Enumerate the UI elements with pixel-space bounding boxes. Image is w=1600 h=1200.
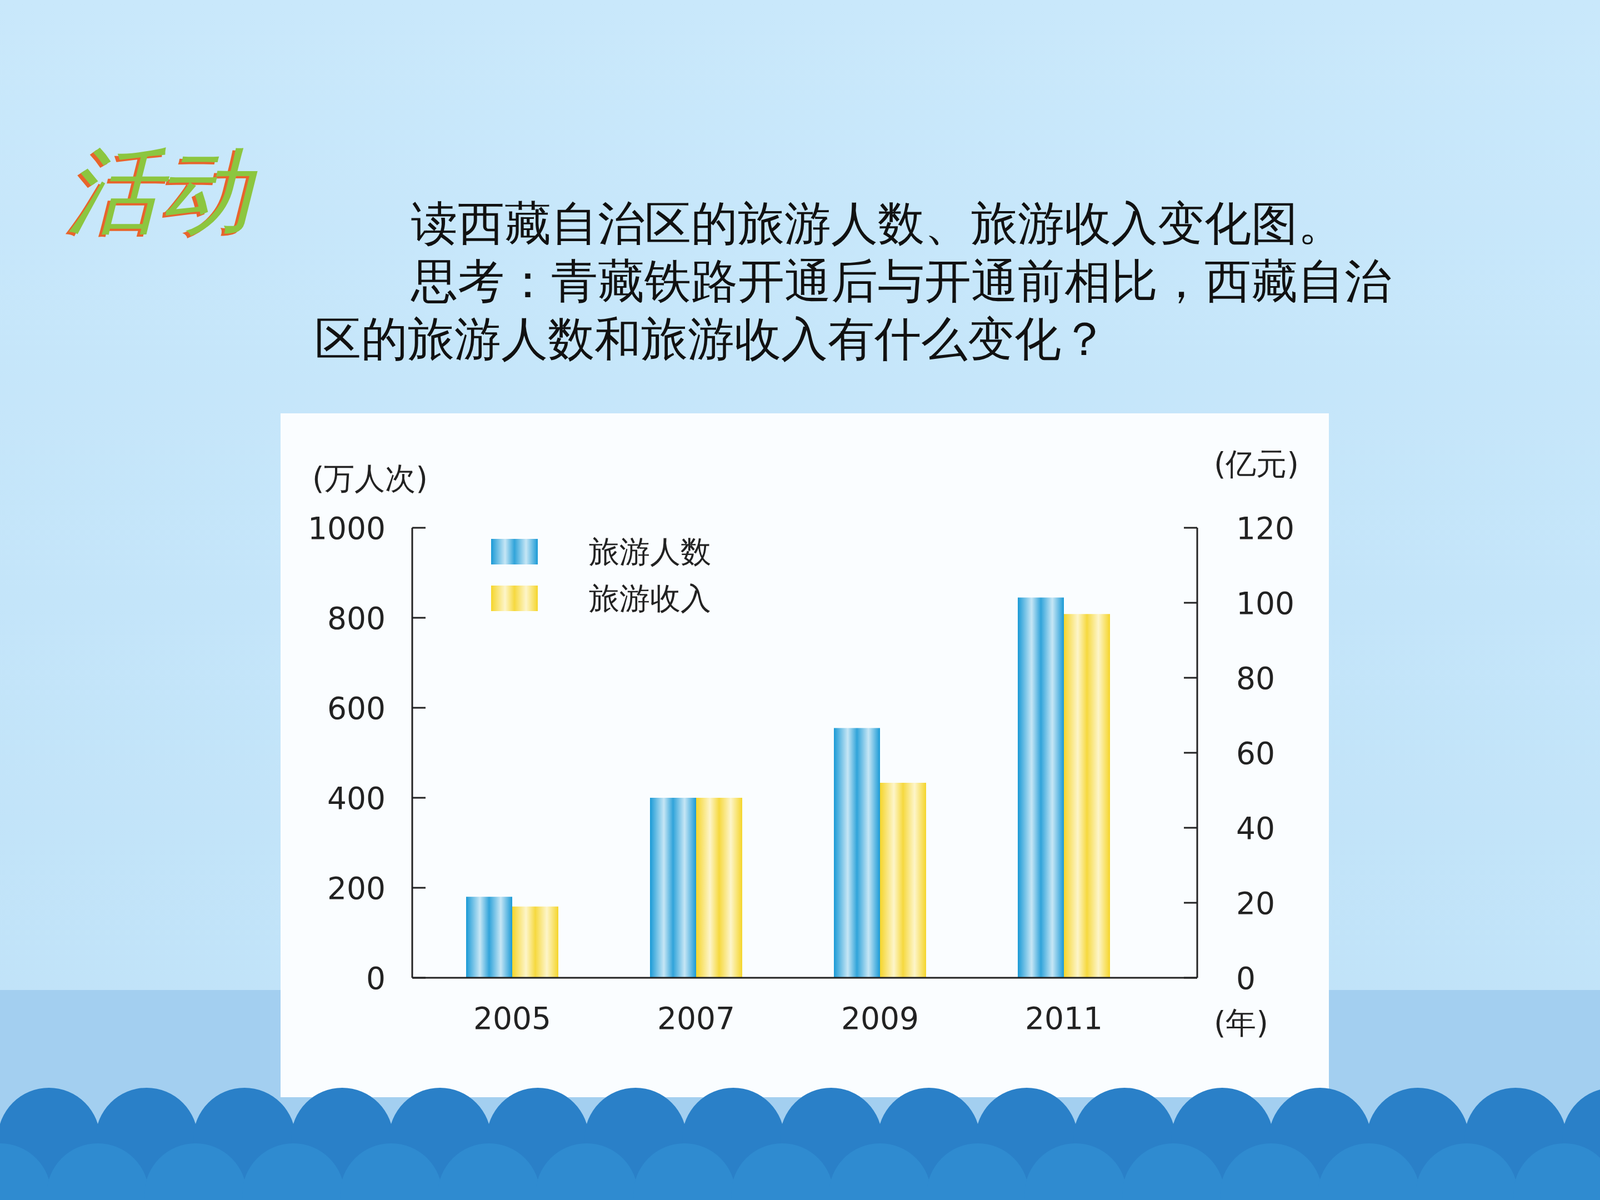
scallop bbox=[437, 1143, 540, 1200]
scallop bbox=[1562, 1087, 1600, 1190]
scallop bbox=[1268, 1087, 1372, 1190]
y-tick-label: 1000 bbox=[307, 510, 386, 547]
y2-tick bbox=[1183, 752, 1198, 754]
badge: 活动 bbox=[66, 138, 249, 243]
scallop bbox=[731, 1143, 834, 1200]
scallop bbox=[1513, 1143, 1600, 1200]
y2-tick-label: 60 bbox=[1236, 735, 1275, 772]
y2-axis-title: (亿元) bbox=[1213, 446, 1299, 482]
legend-label: 旅游收入 bbox=[588, 580, 712, 617]
instruction-line: 读西藏自治区的旅游人数、旅游收入变化图。 bbox=[314, 194, 1404, 253]
y2-tick-label: 120 bbox=[1236, 510, 1295, 547]
legend-swatch bbox=[491, 585, 538, 612]
y-tick-label: 800 bbox=[327, 600, 386, 637]
bar bbox=[880, 782, 927, 978]
scallop bbox=[242, 1143, 345, 1200]
bar bbox=[650, 797, 697, 978]
scallop bbox=[926, 1143, 1029, 1200]
scallop bbox=[1464, 1087, 1567, 1190]
y-tick bbox=[412, 977, 426, 979]
scallop bbox=[486, 1087, 589, 1190]
y2-tick bbox=[1183, 602, 1198, 604]
x-tick-label: 2007 bbox=[657, 1000, 735, 1037]
scallop bbox=[1073, 1087, 1176, 1190]
y2-tick-label: 100 bbox=[1236, 585, 1295, 622]
y2-tick bbox=[1183, 827, 1198, 829]
y-axis bbox=[411, 527, 414, 978]
y2-tick bbox=[1183, 902, 1198, 904]
scallop bbox=[975, 1087, 1078, 1190]
scallop bbox=[1024, 1143, 1127, 1200]
decoration bbox=[0, 0, 1600, 1200]
y-tick bbox=[412, 707, 426, 709]
y2-tick-label: 0 bbox=[1236, 960, 1256, 997]
bar bbox=[1017, 597, 1064, 978]
scallop bbox=[1171, 1087, 1274, 1190]
scallop bbox=[877, 1087, 980, 1190]
scallop bbox=[1317, 1143, 1420, 1200]
bar bbox=[512, 906, 559, 978]
y2-tick-label: 40 bbox=[1236, 810, 1275, 847]
scallop bbox=[95, 1087, 198, 1190]
scallop bbox=[340, 1143, 443, 1200]
y2-tick bbox=[1183, 677, 1198, 679]
scallop bbox=[144, 1143, 247, 1200]
legend-swatch bbox=[491, 538, 538, 565]
y-tick-label: 600 bbox=[327, 690, 386, 727]
scallop bbox=[46, 1143, 149, 1200]
scallop bbox=[682, 1087, 785, 1190]
x-tick-label: 2011 bbox=[1025, 1000, 1103, 1037]
bar bbox=[833, 727, 880, 978]
scallop bbox=[633, 1143, 736, 1200]
y-tick-label: 200 bbox=[327, 870, 386, 907]
x-axis-title: (年) bbox=[1213, 1005, 1269, 1041]
x-tick-label: 2009 bbox=[841, 1000, 919, 1037]
scallop bbox=[388, 1087, 492, 1190]
instructions: 读西藏自治区的旅游人数、旅游收入变化图。思考：青藏铁路开通后与开通前相比，西藏自… bbox=[314, 194, 1404, 368]
instruction-line: 思考：青藏铁路开通后与开通前相比，西藏自治区的旅游人数和旅游收入有什么变化？ bbox=[314, 252, 1404, 368]
scallop bbox=[1415, 1143, 1518, 1200]
bar bbox=[1063, 613, 1110, 978]
bars bbox=[466, 597, 1110, 978]
scallop bbox=[584, 1087, 687, 1190]
scallop bbox=[1220, 1143, 1323, 1200]
scallop bbox=[0, 1143, 52, 1200]
y-tick bbox=[412, 527, 426, 529]
x-axis bbox=[412, 977, 1198, 979]
scallop bbox=[1366, 1087, 1469, 1190]
scallop bbox=[0, 1087, 100, 1190]
y2-tick-label: 80 bbox=[1236, 660, 1275, 697]
y-tick bbox=[412, 797, 426, 799]
y-tick bbox=[412, 617, 426, 619]
y-axis-title: (万人次) bbox=[312, 460, 428, 497]
bar bbox=[696, 797, 743, 978]
chart: 0 200 400 600 800 1000 0 20 40 60 80 100 120 2005 2007… bbox=[0, 0, 1600, 1200]
scallop bbox=[193, 1087, 296, 1190]
y2-tick-label: 20 bbox=[1236, 885, 1275, 922]
scallop bbox=[535, 1143, 638, 1200]
y-tick-label: 400 bbox=[327, 780, 386, 817]
y2-tick bbox=[1183, 527, 1198, 529]
chart-panel bbox=[280, 413, 1329, 1098]
bar bbox=[466, 896, 513, 978]
y2-tick bbox=[1183, 977, 1198, 979]
legend-label: 旅游人数 bbox=[588, 533, 712, 570]
y-tick bbox=[412, 887, 426, 889]
scallop bbox=[1122, 1143, 1225, 1200]
y-tick-label: 0 bbox=[366, 960, 386, 997]
x-tick-label: 2005 bbox=[473, 1000, 552, 1037]
scallop bbox=[291, 1087, 394, 1190]
scallop bbox=[828, 1143, 932, 1200]
scallop bbox=[780, 1087, 883, 1190]
